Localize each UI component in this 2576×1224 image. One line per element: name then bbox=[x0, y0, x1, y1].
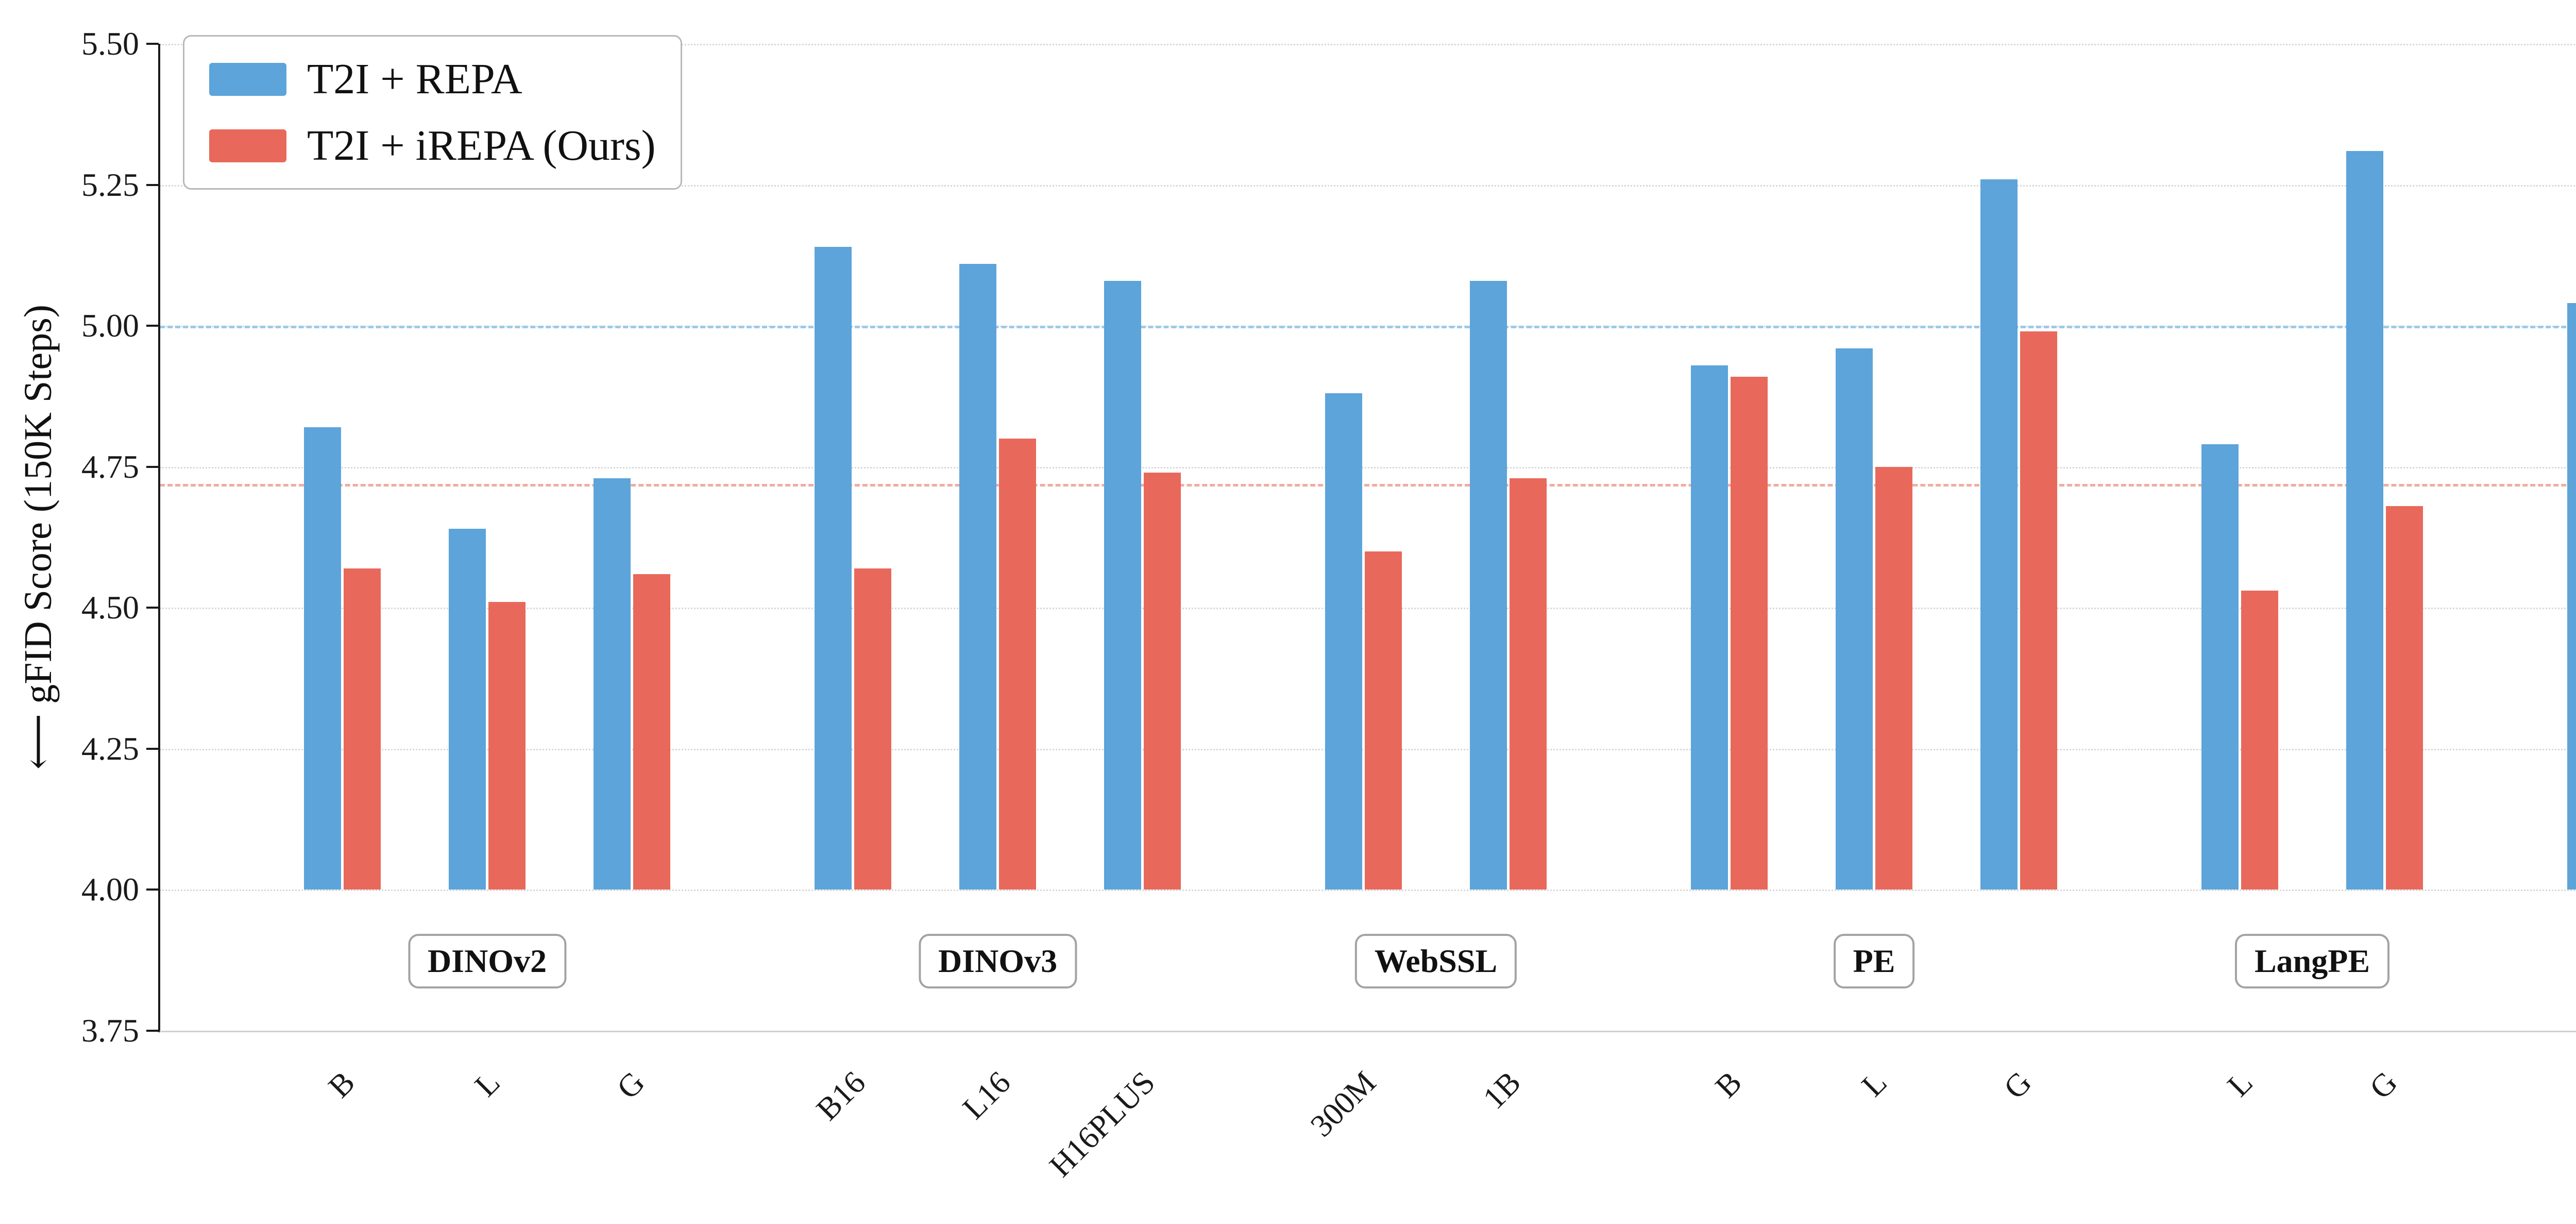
group-label-DINOv2: DINOv2 bbox=[408, 934, 567, 988]
bar-irepa-DINOv3-H16PLUS bbox=[1144, 472, 1181, 890]
bar-irepa-WebSSL-1B bbox=[1510, 478, 1547, 890]
x-tick-label: G bbox=[610, 1065, 652, 1106]
bar-irepa-DINOv2-G bbox=[633, 574, 670, 890]
legend-label-irepa: T2I + iREPA (Ours) bbox=[307, 122, 656, 170]
bar-repa-LangPE-G bbox=[2346, 150, 2383, 890]
x-tick-label: G bbox=[2363, 1065, 2404, 1106]
bar-irepa-LangPE-G bbox=[2386, 506, 2423, 890]
legend-label-repa: T2I + REPA bbox=[307, 55, 522, 103]
group-label-DINOv3: DINOv3 bbox=[918, 934, 1077, 988]
x-tick-label: H16PLUS bbox=[1043, 1065, 1162, 1184]
bar-repa-DINOv2-B bbox=[304, 427, 341, 890]
y-tick-mark bbox=[146, 1030, 159, 1032]
y-tick-mark bbox=[146, 607, 159, 609]
x-tick-label: L bbox=[468, 1065, 507, 1103]
bar-irepa-PE-G bbox=[2020, 331, 2057, 890]
y-tick-mark bbox=[146, 747, 159, 750]
x-tick-label: L16 bbox=[956, 1065, 1018, 1126]
legend-item-repa: T2I + REPA bbox=[209, 54, 656, 104]
irepa-avg-dashed-line bbox=[160, 483, 2576, 487]
x-tick-label: B bbox=[1708, 1065, 1749, 1105]
h-gridline bbox=[160, 44, 2576, 45]
y-tick-mark bbox=[146, 888, 159, 891]
group-label-PE: PE bbox=[1833, 934, 1915, 988]
y-tick-label: 4.00 bbox=[81, 871, 139, 908]
x-tick-label: B16 bbox=[810, 1065, 873, 1128]
group-label-LangPE: LangPE bbox=[2234, 934, 2390, 988]
group-label-WebSSL: WebSSL bbox=[1354, 934, 1517, 988]
bar-irepa-PE-L bbox=[1875, 466, 1912, 890]
y-tick-label: 4.25 bbox=[81, 730, 139, 767]
legend-swatch-irepa bbox=[209, 129, 286, 162]
bar-repa-WebSSL-1B bbox=[1470, 280, 1507, 890]
bar-irepa-DINOv2-B bbox=[344, 568, 381, 890]
bar-repa-DINOv2-G bbox=[594, 478, 631, 890]
bar-repa-DINOv2-L bbox=[449, 529, 486, 890]
y-tick-label: 3.75 bbox=[81, 1012, 139, 1049]
x-tick-label: L bbox=[1855, 1065, 1894, 1103]
bar-repa-PE-L bbox=[1836, 348, 1873, 890]
y-tick-mark bbox=[146, 43, 159, 45]
x-tick-label: G bbox=[1997, 1065, 2039, 1106]
repa-avg-dashed-line bbox=[160, 326, 2576, 329]
bar-irepa-DINOv3-L16 bbox=[999, 439, 1036, 890]
bar-repa-DINOv3-H16PLUS bbox=[1104, 280, 1141, 890]
bar-repa-DINOv3-L16 bbox=[959, 263, 996, 890]
y-tick-mark bbox=[146, 325, 159, 327]
h-gridline bbox=[160, 185, 2576, 187]
x-tick-label: B bbox=[321, 1065, 362, 1105]
y-axis-spine bbox=[158, 44, 160, 1032]
y-tick-label: 5.50 bbox=[81, 25, 139, 62]
y-tick-label: 5.00 bbox=[81, 307, 139, 344]
bar-irepa-LangPE-L bbox=[2241, 591, 2278, 890]
h-gridline bbox=[160, 890, 2576, 892]
bar-repa-PE-B bbox=[1691, 365, 1728, 890]
bar-irepa-WebSSL-300M bbox=[1365, 551, 1402, 890]
legend-swatch-repa bbox=[209, 62, 286, 96]
h-gridline bbox=[160, 466, 2576, 468]
x-tick-label: 1B bbox=[1476, 1065, 1528, 1116]
bar-irepa-DINOv3-B16 bbox=[854, 568, 891, 890]
x-axis-spine bbox=[160, 1031, 2576, 1032]
y-tick-label: 5.25 bbox=[81, 166, 139, 203]
x-tick-label: L bbox=[2221, 1065, 2260, 1103]
bar-repa-SpatialPE-B bbox=[2567, 303, 2576, 890]
plot-area bbox=[160, 44, 2576, 1031]
y-tick-mark bbox=[146, 465, 159, 468]
bar-irepa-DINOv2-L bbox=[488, 602, 526, 890]
y-tick-label: 4.75 bbox=[81, 448, 139, 485]
legend-item-irepa: T2I + iREPA (Ours) bbox=[209, 121, 656, 171]
legend: T2I + REPA T2I + iREPA (Ours) bbox=[183, 35, 682, 190]
bar-repa-WebSSL-300M bbox=[1325, 393, 1362, 890]
y-tick-mark bbox=[146, 183, 159, 186]
bar-repa-LangPE-L bbox=[2201, 444, 2239, 890]
y-tick-label: 4.50 bbox=[81, 589, 139, 626]
bar-irepa-PE-B bbox=[1731, 376, 1768, 890]
bar-repa-PE-G bbox=[1980, 179, 2018, 890]
bar-repa-DINOv3-B16 bbox=[815, 246, 852, 890]
x-tick-label: 300M bbox=[1304, 1065, 1383, 1144]
y-axis-label-text: ⟵ gFID Score (150K Steps) bbox=[16, 305, 60, 770]
